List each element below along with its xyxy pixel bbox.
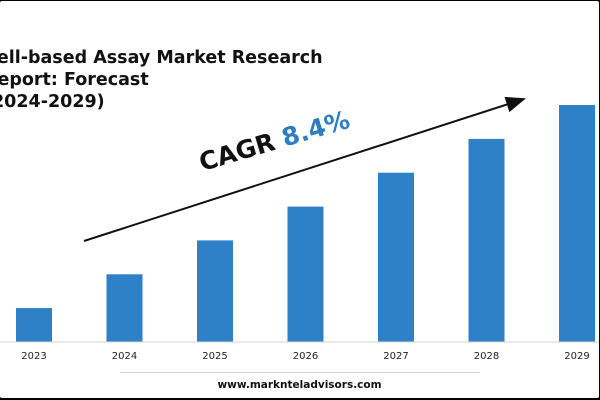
title-line-3: (2024-2029) — [0, 92, 105, 112]
x-tick-label-2024: 2024 — [112, 351, 137, 362]
chart-title: Cell-based Assay Market Research Report:… — [0, 47, 323, 113]
footer-url: www.marknteladvisors.com — [217, 379, 382, 391]
x-tick-label-2029: 2029 — [564, 351, 589, 362]
x-tick-label-2023: 2023 — [21, 351, 46, 362]
title-line-2: Report: Forecast — [0, 70, 149, 90]
x-tick-label-2026: 2026 — [293, 351, 318, 362]
trend-arrow — [83, 96, 526, 242]
x-tick-label-2028: 2028 — [474, 351, 499, 362]
bar-2025 — [197, 240, 233, 342]
footer-divider — [120, 372, 480, 373]
bar-2027 — [378, 172, 414, 342]
bar-2029 — [559, 105, 595, 342]
x-tick-label-2027: 2027 — [383, 351, 408, 362]
x-tick-label-2025: 2025 — [202, 351, 227, 362]
bar-2023 — [16, 308, 52, 342]
bar-2024 — [106, 274, 143, 342]
bar-2026 — [287, 206, 324, 342]
bar-2028 — [468, 138, 505, 342]
title-line-1: Cell-based Assay Market Research — [0, 48, 323, 68]
